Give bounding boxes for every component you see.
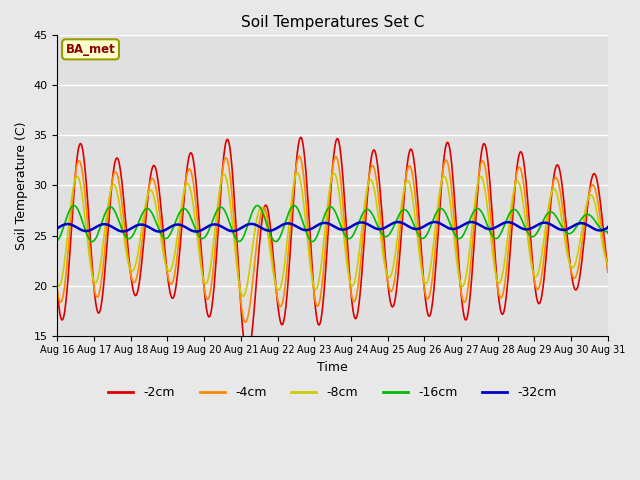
-4cm bbox=[577, 245, 585, 251]
-2cm bbox=[80, 155, 88, 160]
-4cm bbox=[156, 210, 163, 216]
-4cm bbox=[54, 288, 61, 294]
-8cm bbox=[54, 282, 61, 288]
-2cm bbox=[156, 191, 163, 196]
-32cm bbox=[156, 228, 163, 234]
-2cm bbox=[54, 289, 61, 295]
-2cm bbox=[379, 222, 387, 228]
-2cm bbox=[604, 269, 612, 275]
Line: -16cm: -16cm bbox=[58, 205, 608, 241]
-16cm bbox=[379, 232, 387, 238]
-2cm bbox=[244, 352, 252, 358]
-8cm bbox=[283, 245, 291, 251]
Line: -8cm: -8cm bbox=[58, 173, 608, 296]
-8cm bbox=[156, 226, 163, 232]
-32cm bbox=[54, 225, 61, 231]
-32cm bbox=[378, 226, 386, 232]
Legend: -2cm, -4cm, -8cm, -16cm, -32cm: -2cm, -4cm, -8cm, -16cm, -32cm bbox=[104, 382, 562, 405]
-16cm bbox=[88, 239, 96, 244]
-2cm bbox=[586, 184, 594, 190]
-16cm bbox=[54, 238, 61, 243]
-4cm bbox=[283, 271, 291, 276]
-32cm bbox=[604, 224, 612, 230]
-8cm bbox=[379, 250, 387, 256]
Line: -2cm: -2cm bbox=[58, 137, 608, 355]
X-axis label: Time: Time bbox=[317, 361, 348, 374]
-32cm bbox=[586, 224, 594, 229]
-16cm bbox=[70, 203, 78, 208]
-8cm bbox=[294, 170, 301, 176]
-2cm bbox=[297, 134, 305, 140]
-8cm bbox=[604, 264, 612, 269]
-2cm bbox=[283, 299, 291, 304]
-16cm bbox=[157, 230, 164, 236]
-4cm bbox=[80, 180, 88, 186]
Title: Soil Temperatures Set C: Soil Temperatures Set C bbox=[241, 15, 424, 30]
-4cm bbox=[604, 268, 612, 274]
Y-axis label: Soil Temperature (C): Soil Temperature (C) bbox=[15, 121, 28, 250]
-4cm bbox=[242, 319, 250, 325]
-16cm bbox=[81, 225, 88, 230]
-8cm bbox=[577, 230, 585, 236]
-8cm bbox=[80, 204, 88, 210]
-4cm bbox=[295, 153, 303, 159]
-8cm bbox=[586, 192, 594, 198]
-32cm bbox=[467, 219, 475, 225]
Line: -4cm: -4cm bbox=[58, 156, 608, 322]
Text: BA_met: BA_met bbox=[66, 43, 115, 56]
-4cm bbox=[379, 239, 387, 244]
-4cm bbox=[586, 187, 594, 192]
-16cm bbox=[283, 215, 291, 220]
-8cm bbox=[239, 293, 247, 299]
-32cm bbox=[80, 228, 88, 234]
-32cm bbox=[577, 220, 585, 226]
-16cm bbox=[586, 213, 594, 218]
Line: -32cm: -32cm bbox=[58, 222, 608, 231]
-16cm bbox=[604, 230, 612, 236]
-32cm bbox=[156, 228, 164, 234]
-2cm bbox=[577, 262, 585, 268]
-32cm bbox=[283, 221, 291, 227]
-16cm bbox=[577, 216, 585, 222]
